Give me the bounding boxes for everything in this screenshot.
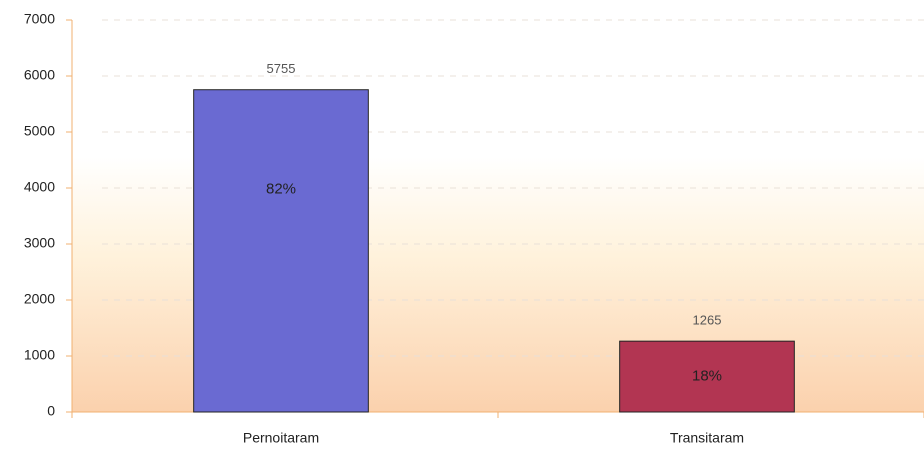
y-tick-label: 2000 [24, 291, 55, 307]
y-tick-label: 1000 [24, 347, 55, 363]
share-label: 18% [692, 368, 722, 385]
y-tick-label: 4000 [24, 179, 55, 195]
value-label: 1265 [693, 313, 722, 328]
y-tick-label: 6000 [24, 67, 55, 83]
y-tick-label: 7000 [24, 11, 55, 27]
y-tick-label: 0 [47, 403, 55, 419]
y-tick-label: 3000 [24, 235, 55, 251]
y-tick-label: 5000 [24, 123, 55, 139]
bar [193, 89, 369, 413]
value-label: 5755 [267, 61, 296, 76]
x-tick-label: Pernoitaram [243, 430, 319, 446]
bar [619, 340, 795, 413]
share-label: 82% [266, 181, 296, 198]
x-tick-label: Transitaram [670, 430, 744, 446]
